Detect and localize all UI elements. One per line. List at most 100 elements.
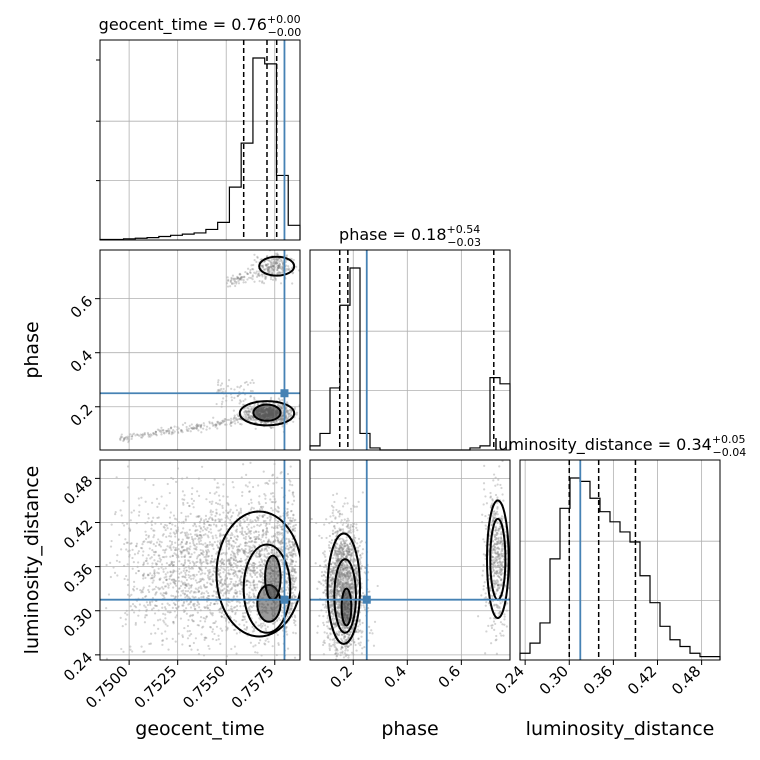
sample-point — [211, 544, 214, 547]
sample-point — [234, 583, 237, 586]
sample-point — [193, 605, 196, 608]
sample-point — [341, 624, 344, 627]
sample-point — [340, 519, 343, 522]
sample-point — [237, 393, 241, 396]
sample-point — [261, 411, 264, 414]
sample-point — [258, 502, 261, 506]
sample-point — [271, 278, 275, 281]
sample-point — [249, 581, 252, 584]
sample-point — [277, 617, 281, 620]
sample-point — [210, 513, 213, 516]
sample-point — [329, 601, 332, 604]
sample-point — [268, 415, 271, 419]
sample-point — [195, 533, 198, 536]
sample-point — [233, 571, 236, 574]
sample-point — [267, 540, 270, 543]
sample-point — [272, 265, 275, 268]
sample-point — [280, 586, 284, 589]
sample-point — [290, 266, 293, 270]
sample-point — [261, 413, 264, 416]
sample-point — [337, 579, 340, 582]
sample-point — [254, 410, 258, 413]
sample-point — [292, 513, 295, 516]
sample-point — [234, 284, 237, 288]
sample-point — [292, 552, 295, 556]
sample-point — [268, 406, 271, 409]
sample-point — [238, 550, 241, 553]
sample-point — [172, 546, 175, 549]
sample-point — [265, 556, 268, 559]
sample-point — [260, 408, 264, 411]
sample-point — [268, 412, 271, 415]
sample-point — [234, 628, 237, 631]
sample-point — [233, 619, 236, 622]
sample-point — [258, 617, 261, 620]
sample-point — [261, 571, 264, 574]
sample-point — [329, 573, 332, 577]
sample-point — [146, 574, 150, 577]
sample-point — [271, 264, 274, 268]
sample-point — [183, 531, 186, 534]
sample-point — [244, 409, 247, 412]
sample-point — [285, 409, 288, 412]
sample-point — [159, 545, 162, 548]
sample-point — [119, 438, 122, 442]
sample-point — [230, 421, 233, 424]
sample-point — [257, 272, 260, 275]
sample-point — [482, 503, 485, 506]
sample-point — [219, 518, 222, 521]
sample-point — [188, 552, 191, 555]
sample-point — [142, 573, 145, 577]
sample-point — [272, 269, 275, 272]
sample-point — [199, 537, 202, 540]
sample-point — [334, 545, 338, 548]
sample-point — [495, 572, 498, 575]
sample-point — [259, 415, 262, 418]
sample-point — [497, 478, 500, 481]
sample-point — [270, 526, 274, 529]
sample-point — [261, 515, 264, 518]
sample-point — [262, 415, 265, 418]
sample-point — [172, 569, 175, 572]
sample-point — [175, 480, 178, 483]
sample-point — [290, 257, 293, 261]
sample-point — [249, 572, 252, 575]
sample-point — [203, 586, 207, 589]
sample-point — [166, 545, 169, 548]
sample-point — [236, 385, 239, 389]
sample-point — [333, 641, 336, 644]
sample-point — [345, 556, 348, 559]
sample-point — [141, 543, 144, 546]
sample-point — [233, 591, 236, 594]
sample-point — [488, 537, 491, 541]
sample-point — [120, 548, 123, 551]
sample-point — [357, 549, 360, 552]
sample-point — [173, 532, 176, 536]
sample-point — [144, 530, 147, 533]
sample-point — [182, 602, 185, 605]
sample-point — [286, 507, 289, 511]
sample-point — [126, 578, 129, 581]
sample-point — [230, 396, 233, 399]
sample-point — [182, 564, 185, 567]
sample-point — [249, 569, 252, 572]
sample-point — [156, 560, 159, 563]
sample-point — [244, 281, 247, 284]
sample-point — [149, 541, 152, 545]
sample-point — [491, 567, 495, 570]
sample-point — [160, 632, 163, 635]
sample-point — [184, 586, 187, 589]
sample-point — [499, 540, 502, 543]
sample-point — [262, 603, 265, 606]
sample-point — [177, 548, 180, 551]
sample-point — [287, 547, 290, 551]
sample-point — [262, 264, 265, 267]
sample-point — [232, 562, 236, 565]
sample-point — [339, 586, 342, 589]
sample-point — [177, 538, 180, 541]
sample-point — [196, 611, 199, 614]
sample-point — [216, 502, 220, 505]
sample-point — [211, 421, 214, 424]
sample-point — [247, 407, 251, 411]
sample-point — [203, 424, 206, 427]
